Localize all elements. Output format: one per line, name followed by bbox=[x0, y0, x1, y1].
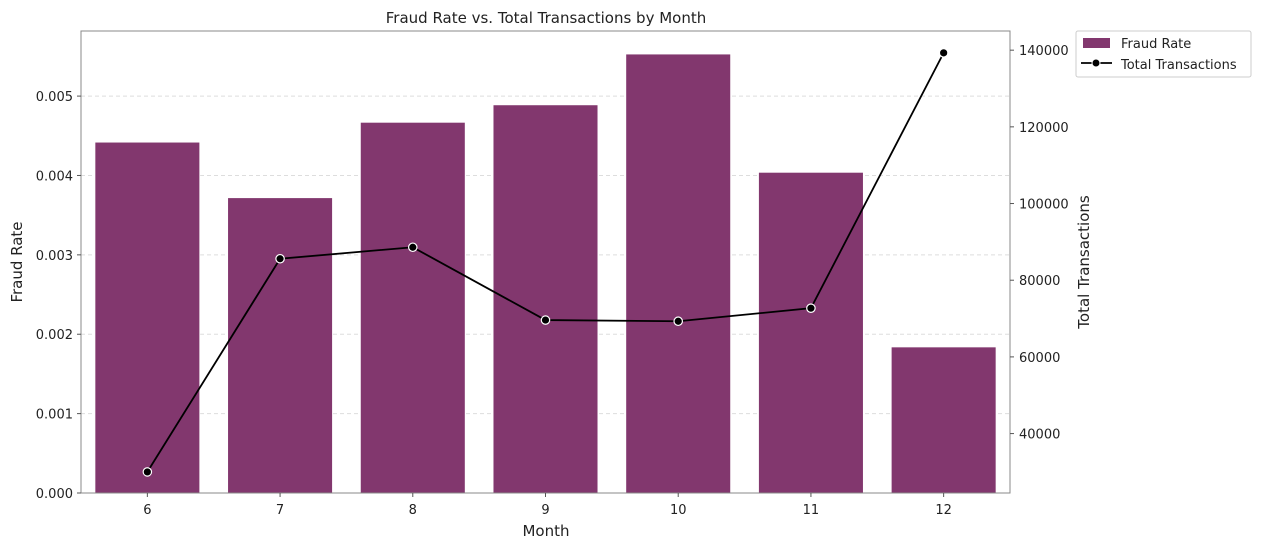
x-tick-label: 9 bbox=[541, 503, 549, 518]
y2-tick-label: 40000 bbox=[1019, 428, 1060, 443]
legend-label-fraud-rate: Fraud Rate bbox=[1121, 37, 1191, 52]
y2-tick-label: 140000 bbox=[1019, 44, 1069, 59]
legend-swatch-fraud-rate bbox=[1083, 38, 1110, 48]
bar-fraud-rate bbox=[492, 104, 599, 494]
point-total-transactions bbox=[806, 303, 816, 313]
legend-label-total-transactions: Total Transactions bbox=[1120, 58, 1237, 73]
y-axis-right: 40000 60000 80000 100000 120000 140000 bbox=[1010, 44, 1069, 443]
bar-layer bbox=[94, 53, 997, 494]
x-axis: 6 7 8 9 10 11 12 bbox=[143, 493, 952, 518]
y-tick-label: 0.004 bbox=[36, 169, 73, 184]
point-total-transactions bbox=[407, 242, 418, 253]
bar-fraud-rate bbox=[227, 197, 333, 494]
y2-tick-label: 80000 bbox=[1019, 274, 1060, 289]
point-total-transactions bbox=[673, 316, 684, 327]
line-layer bbox=[142, 48, 949, 477]
chart-title: Fraud Rate vs. Total Transactions by Mon… bbox=[386, 9, 706, 27]
y2-tick-label: 120000 bbox=[1019, 121, 1069, 136]
x-tick-label: 12 bbox=[935, 503, 952, 518]
y2-tick-label: 60000 bbox=[1019, 351, 1060, 366]
bar-fraud-rate bbox=[94, 141, 201, 494]
point-total-transactions bbox=[938, 48, 949, 58]
y2-axis-title: Total Transactions bbox=[1075, 195, 1093, 330]
x-tick-label: 10 bbox=[670, 503, 687, 518]
y-axis-title: Fraud Rate bbox=[8, 221, 26, 302]
y-axis-left: 0.000 0.001 0.002 0.003 0.004 0.005 bbox=[36, 90, 81, 502]
x-tick-label: 6 bbox=[143, 503, 151, 518]
point-total-transactions bbox=[275, 253, 285, 264]
legend: Fraud Rate Total Transactions bbox=[1075, 30, 1252, 78]
x-tick-label: 7 bbox=[276, 503, 284, 518]
x-tick-label: 11 bbox=[803, 503, 820, 518]
point-total-transactions bbox=[142, 467, 153, 477]
legend-box bbox=[1075, 30, 1252, 78]
y-tick-label: 0.000 bbox=[36, 487, 73, 502]
x-axis-title: Month bbox=[522, 522, 569, 540]
bar-fraud-rate bbox=[758, 171, 864, 494]
y-tick-label: 0.005 bbox=[36, 90, 73, 105]
legend-marker-total-transactions bbox=[1091, 58, 1101, 68]
bar-fraud-rate bbox=[625, 53, 732, 494]
y-tick-label: 0.003 bbox=[36, 249, 73, 264]
bar-fraud-rate bbox=[890, 346, 997, 494]
point-total-transactions bbox=[540, 315, 551, 325]
y-tick-label: 0.001 bbox=[36, 408, 73, 423]
y-tick-label: 0.002 bbox=[36, 328, 73, 343]
y2-tick-label: 100000 bbox=[1019, 198, 1069, 213]
bar-fraud-rate bbox=[359, 121, 466, 494]
x-tick-label: 8 bbox=[409, 503, 417, 518]
